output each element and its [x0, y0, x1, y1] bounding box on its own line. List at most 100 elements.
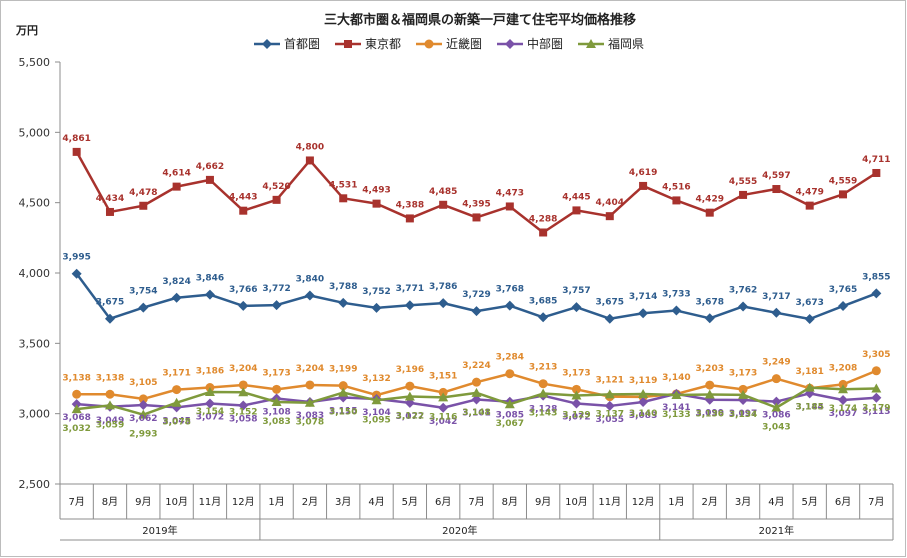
data-point — [239, 206, 248, 215]
data-point — [871, 383, 882, 393]
data-label: 3,128 — [529, 405, 557, 415]
legend-marker — [424, 39, 434, 49]
data-label: 3,122 — [396, 412, 424, 422]
data-label: 4,445 — [562, 192, 590, 202]
data-point — [138, 394, 148, 404]
data-label: 2,993 — [129, 430, 157, 440]
data-point — [271, 300, 282, 311]
data-label: 4,429 — [696, 195, 724, 205]
data-point — [838, 301, 849, 312]
x-tick-label: 5月 — [802, 496, 818, 508]
data-point — [804, 313, 815, 324]
data-point — [139, 201, 148, 210]
y-tick-label: 3,500 — [19, 337, 51, 350]
data-label: 3,138 — [96, 373, 124, 383]
data-point — [371, 302, 382, 313]
data-point — [305, 380, 315, 390]
data-label: 3,185 — [795, 403, 823, 413]
data-point — [71, 268, 82, 279]
x-tick-label: 10月 — [165, 496, 188, 508]
data-label: 3,119 — [629, 376, 657, 386]
data-label: 3,104 — [362, 408, 390, 418]
y-tick-label: 2,500 — [19, 478, 51, 491]
data-point — [72, 147, 81, 156]
data-label: 3,752 — [362, 287, 390, 297]
data-point — [638, 388, 649, 398]
data-point — [838, 384, 849, 394]
data-label: 3,105 — [129, 378, 157, 388]
data-point — [539, 228, 548, 237]
data-label: 3,132 — [362, 374, 390, 384]
x-tick-label: 7月 — [68, 496, 84, 508]
data-point — [538, 379, 548, 389]
data-label: 4,559 — [829, 176, 857, 186]
data-label: 4,597 — [762, 171, 790, 181]
data-point — [471, 387, 482, 397]
data-label: 3,049 — [96, 416, 124, 426]
data-label: 3,032 — [62, 424, 90, 434]
data-point — [305, 156, 314, 165]
data-label: 3,768 — [496, 285, 524, 295]
data-label: 4,473 — [496, 188, 524, 198]
data-point — [138, 302, 149, 313]
data-label: 4,288 — [529, 214, 557, 224]
data-label: 3,108 — [262, 407, 290, 417]
data-point — [105, 389, 115, 399]
data-point — [604, 400, 615, 411]
data-point — [171, 397, 182, 407]
data-label: 3,754 — [129, 287, 157, 297]
x-tick-label: 4月 — [768, 496, 784, 508]
data-label: 3,196 — [396, 365, 424, 375]
data-label: 3,140 — [662, 373, 690, 383]
y-tick-label: 5,000 — [19, 126, 51, 139]
data-point — [571, 302, 582, 313]
data-label: 3,043 — [762, 423, 790, 433]
data-label: 3,840 — [296, 275, 324, 285]
data-label: 3,055 — [596, 415, 624, 425]
data-point — [271, 396, 282, 406]
data-label: 4,443 — [229, 193, 257, 203]
data-label: 4,478 — [129, 188, 157, 198]
x-tick-label: 4月 — [368, 496, 384, 508]
data-point — [405, 214, 414, 223]
data-label: 3,179 — [862, 403, 890, 413]
data-label: 3,171 — [162, 369, 190, 379]
data-point — [771, 374, 781, 384]
data-label: 3,154 — [196, 407, 224, 417]
legend: 首都圏 東京都 近畿圏 中部圏 福岡県 — [254, 36, 644, 51]
data-point — [71, 399, 82, 410]
legend-item-label: 福岡県 — [608, 36, 644, 51]
data-point — [105, 207, 114, 216]
data-label: 3,133 — [662, 410, 690, 420]
data-label: 3,137 — [596, 409, 624, 419]
data-point — [371, 395, 382, 405]
data-point — [338, 381, 348, 391]
data-point — [504, 399, 515, 409]
data-label: 3,786 — [429, 282, 457, 292]
data-label: 3,855 — [862, 272, 890, 282]
data-label: 3,113 — [862, 407, 890, 417]
x-tick-label: 8月 — [102, 496, 118, 508]
data-label: 3,249 — [762, 358, 790, 368]
data-label: 3,757 — [562, 286, 590, 296]
data-point — [704, 313, 715, 324]
data-point — [338, 297, 349, 308]
data-point — [471, 306, 482, 317]
data-label: 4,662 — [196, 162, 224, 172]
data-label: 3,717 — [762, 292, 790, 302]
data-point — [472, 377, 481, 387]
data-label: 4,479 — [795, 188, 823, 198]
data-point — [538, 312, 549, 323]
x-tick-label: 6月 — [435, 496, 451, 508]
data-point — [205, 175, 214, 184]
data-label: 3,045 — [162, 416, 190, 426]
data-label: 4,485 — [429, 187, 457, 197]
data-label: 3,729 — [462, 290, 490, 300]
data-label: 3,675 — [596, 298, 624, 308]
data-point — [272, 195, 281, 204]
year-label: 2021年 — [759, 524, 794, 537]
data-label: 3,101 — [462, 408, 490, 418]
data-label: 3,097 — [729, 409, 757, 419]
data-label: 4,493 — [362, 186, 390, 196]
data-point — [639, 181, 648, 190]
